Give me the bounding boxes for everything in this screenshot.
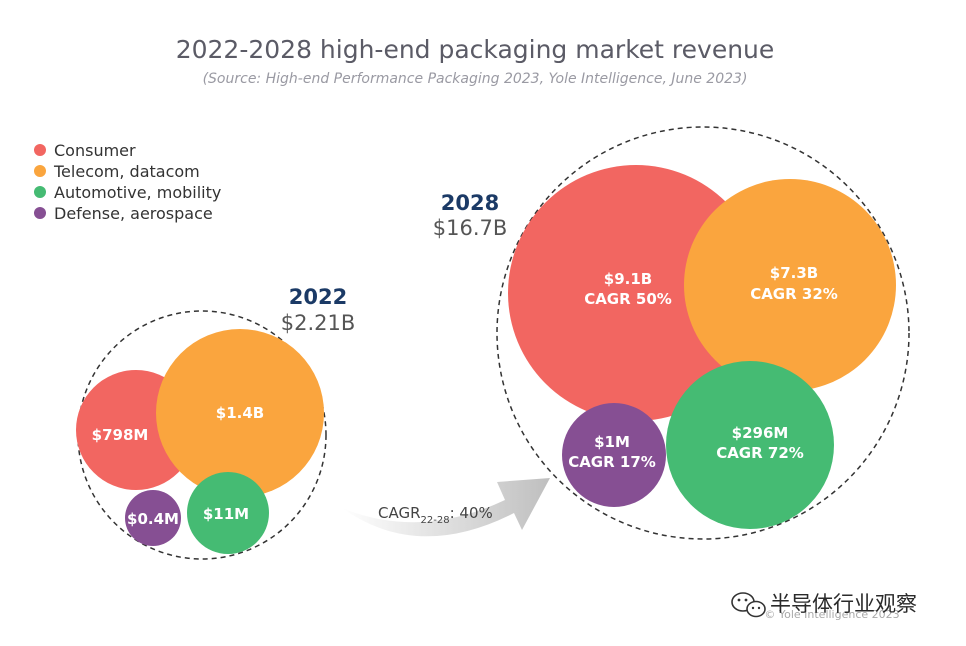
- bubble-2028-telecom: [684, 179, 896, 391]
- bubble-label-2022-consumer: $798M: [92, 426, 149, 444]
- bubble-label-2028-telecom: $7.3B: [770, 264, 818, 282]
- growth-arrow: [342, 478, 550, 537]
- wechat-icon: [731, 592, 766, 618]
- legend-swatch-telecom: [34, 165, 46, 177]
- group-boundary-2028: [496, 126, 910, 540]
- bubble-label-2028-defense: $1M: [594, 433, 630, 451]
- bubble-2022-automotive: [187, 472, 269, 554]
- bubble-label-2028-consumer: $9.1B: [604, 270, 652, 288]
- legend-label-telecom: Telecom, datacom: [53, 162, 200, 181]
- bubble-label-2022-telecom: $1.4B: [216, 404, 264, 422]
- chart-title: 2022-2028 high-end packaging market reve…: [176, 35, 775, 64]
- bubble-2028-defense: [562, 403, 666, 507]
- bubble-2022-telecom: [156, 329, 324, 497]
- bubble-label-2022-automotive: $11M: [203, 505, 249, 523]
- total-label-2028: $16.7B: [433, 216, 508, 240]
- chart-subtitle: (Source: High-end Performance Packaging …: [203, 71, 748, 87]
- bubble-cagr-2028-defense: CAGR 17%: [568, 453, 656, 471]
- legend-label-consumer: Consumer: [54, 141, 136, 160]
- legend: Consumer Telecom, datacom Automotive, mo…: [34, 141, 221, 223]
- legend-label-automotive: Automotive, mobility: [54, 183, 221, 202]
- bubble-cagr-2028-consumer: CAGR 50%: [584, 290, 672, 308]
- bubble-2028-automotive: [666, 361, 834, 529]
- bubble-cagr-2028-automotive: CAGR 72%: [716, 444, 804, 462]
- group-2028: 2028 $16.7B $9.1B CAGR 50% $7.3B CAGR 32…: [433, 126, 910, 540]
- year-label-2022: 2022: [289, 285, 347, 309]
- legend-swatch-consumer: [34, 144, 46, 156]
- bubble-cagr-2028-telecom: CAGR 32%: [750, 285, 838, 303]
- group-2022: 2022 $2.21B $798M $1.4B $11M $0.4M: [76, 285, 356, 560]
- legend-swatch-automotive: [34, 186, 46, 198]
- bubble-label-2028-automotive: $296M: [732, 424, 789, 442]
- bubble-2022-defense: [125, 490, 181, 546]
- year-label-2028: 2028: [441, 191, 499, 215]
- copyright-note: © Yole Intelligence 2023: [764, 608, 899, 621]
- bubble-label-2022-defense: $0.4M: [127, 510, 179, 528]
- watermark-text: 半导体行业观察: [770, 592, 917, 616]
- legend-label-defense: Defense, aerospace: [54, 204, 213, 223]
- legend-swatch-defense: [34, 207, 46, 219]
- overall-cagr-label: CAGR22-28: 40%: [378, 504, 493, 526]
- total-label-2022: $2.21B: [281, 311, 356, 335]
